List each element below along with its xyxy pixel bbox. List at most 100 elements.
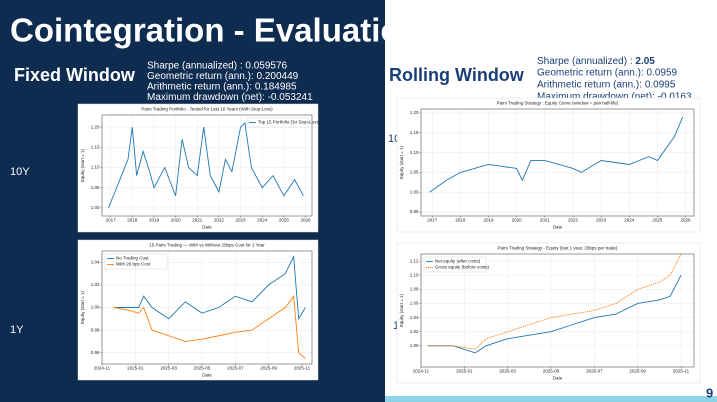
stat: Arithmetic return (ann.): 0.0995 [537,80,676,91]
line-series [108,122,304,209]
y-axis-label: Equity (start = 1) [399,293,404,327]
y-tick-label: 1.10 [410,272,419,277]
x-tick-label: 2024-11 [413,369,430,374]
x-tick-label: 2025 [652,218,663,223]
x-tick-label: 2026 [300,218,311,223]
x-tick-label: 2026 [681,218,692,223]
x-tick-label: 2025-03 [160,366,177,371]
x-tick-label: 2021 [540,218,551,223]
y-tick-label: 1.15 [410,130,419,135]
y-tick-label: 1.06 [410,301,419,306]
x-tick-label: 2024 [257,218,268,223]
line-series [427,253,682,350]
y-tick-label: 1.00 [410,343,419,348]
x-tick-label: 2025-05 [194,366,211,371]
line-series [113,294,306,359]
x-tick-label: 2024-11 [94,366,111,371]
x-tick-label: 2020 [512,218,523,223]
y-tick-label: 0.98 [91,327,100,332]
slide-title: Cointegration - Evaluation [10,12,421,49]
x-tick-label: 2022 [568,218,579,223]
x-tick-label: 2025-01 [456,369,473,374]
y-tick-label: 1.20 [410,110,419,115]
x-tick-label: 2025-07 [586,369,603,374]
stat: Geometric return (ann.): 0.200449 [147,71,299,82]
x-axis-label: Date [202,373,212,378]
y-axis-label: Equity (start = 1) [80,148,85,182]
y-axis-label: Equity (start = 1) [80,290,85,324]
chart: 15 Pairs Trading — With vs Without 20bps… [77,239,319,381]
section-heading: Rolling Window [389,65,525,85]
plot-frame [420,253,695,368]
x-tick-label: 2025-05 [543,369,560,374]
stat: Geometric return (ann.): 0.0959 [537,68,678,79]
x-tick-label: 2025-01 [127,366,144,371]
chart: Pairs Trading Strategy - Equity (last 1 … [396,242,701,384]
y-tick-label: 1.08 [410,287,419,292]
x-tick-label: 2025-07 [227,366,244,371]
y-tick-label: 1.04 [91,259,100,264]
y-tick-label: 1.05 [91,185,100,190]
x-tick-label: 2025-03 [499,369,516,374]
chart-title: Pairs Trading Strategy : Equity Curve (w… [497,101,619,106]
y-tick-label: 1.00 [410,189,419,194]
y-tick-label: 1.00 [91,305,100,310]
row-label: 10Y [10,166,30,178]
stat-label: Sharpe (annualized) : [537,56,633,67]
x-axis-label: Date [553,225,563,230]
legend-label: Top 15 Portfolio (3σ Stop-Loss) [258,120,321,125]
legend-label: With 20 bps Cost [116,262,151,267]
legend-box [423,256,487,273]
x-axis-label: Date [553,376,563,381]
x-tick-label: 2017 [106,218,117,223]
legend-box [104,253,168,270]
bottom-strip [385,396,717,402]
x-tick-label: 2022 [214,218,225,223]
chart: Pairs Trading Portfolio - Tested for Las… [77,103,321,233]
stat: Arithmetic return (ann.): 0.184985 [147,82,297,93]
x-tick-label: 2018 [455,218,466,223]
page-number: 9 [706,385,713,400]
x-tick-label: 2020 [171,218,182,223]
x-tick-label: 2025-09 [629,369,646,374]
stat-value: 2.05 [635,56,655,67]
y-tick-label: 0.96 [91,350,100,355]
stat: Maximum drawdown (net): -0.053241 [147,92,313,103]
x-tick-label: 2017 [427,218,438,223]
x-axis-label: Date [202,225,212,230]
plot-frame [101,250,313,365]
x-tick-label: 2023 [236,218,247,223]
stat: Maximum drawdown (net): -0.0163 [537,92,692,103]
y-tick-label: 1.15 [91,145,100,150]
stat: Sharpe (annualized) : 2.05 [537,56,655,67]
y-tick-label: 0.95 [410,209,419,214]
x-tick-label: 2019 [484,218,495,223]
y-tick-label: 1.10 [410,150,419,155]
x-tick-label: 2024 [624,218,635,223]
x-tick-label: 2019 [149,218,160,223]
legend-label: Gross equity (before costs) [435,265,490,270]
x-tick-label: 2018 [127,218,138,223]
plot-frame [101,114,313,217]
y-tick-label: 1.04 [410,315,419,320]
y-tick-label: 1.20 [91,124,100,129]
chart-title: 15 Pairs Trading — With vs Without 20bps… [149,243,265,248]
x-tick-label: 2025-11 [673,369,690,374]
plot-frame [420,108,695,217]
section-heading: Fixed Window [14,65,136,85]
y-tick-label: 1.02 [410,329,419,334]
y-tick-label: 1.05 [410,170,419,175]
chart-background [396,97,701,233]
row-label: 1Y [10,324,24,336]
stat: Sharpe (annualized) : 0.059576 [147,61,288,72]
y-tick-label: 1.12 [410,258,419,263]
y-axis-label: Equity (start = 1) [399,145,404,179]
x-tick-label: 2025-11 [294,366,311,371]
y-tick-label: 1.00 [91,205,100,210]
chart: Pairs Trading Strategy : Equity Curve (w… [396,97,701,233]
line-series [429,116,684,193]
chart-title: Pairs Trading Strategy - Equity (last 1 … [498,246,618,251]
chart-title: Pairs Trading Portfolio - Tested for Las… [141,107,273,112]
x-tick-label: 2021 [192,218,203,223]
